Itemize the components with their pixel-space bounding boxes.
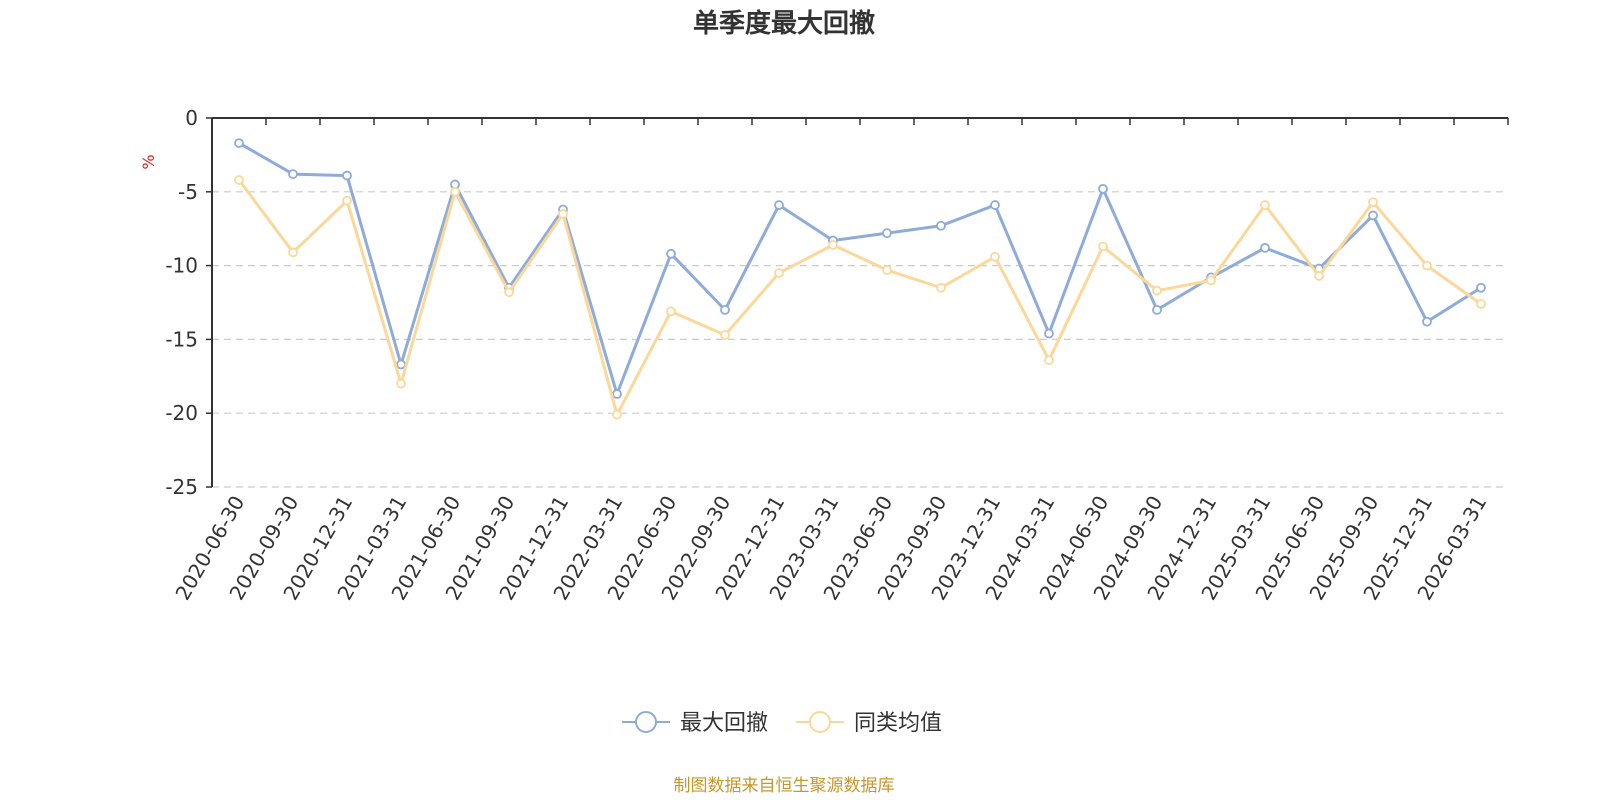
data-point (342, 195, 352, 206)
legend-label: 同类均值 (854, 711, 942, 736)
data-point (774, 268, 784, 278)
data-point (342, 170, 352, 181)
y-tick-label: -20 (165, 401, 198, 425)
y-tick-label: -5 (178, 180, 198, 204)
data-point (1260, 242, 1270, 253)
y-tick-label: -25 (165, 475, 198, 499)
data-point (882, 265, 892, 275)
data-point (774, 200, 784, 210)
data-point (1098, 183, 1108, 194)
data-point (288, 169, 298, 179)
data-point (1098, 241, 1108, 252)
data-point (450, 186, 460, 197)
data-point (666, 248, 676, 259)
data-point (1476, 299, 1486, 309)
data-point (612, 409, 622, 420)
data-point (936, 220, 946, 231)
x-axis-ticks: 2020-06-302020-09-302020-12-312021-03-31… (170, 118, 1509, 604)
data-point (828, 240, 838, 250)
data-point (720, 304, 730, 315)
data-point (720, 330, 730, 340)
data-point (1044, 328, 1054, 339)
y-axis-unit-label: % (139, 154, 158, 169)
series-line-0 (238, 141, 1482, 396)
data-point (234, 175, 244, 185)
axes (211, 117, 1508, 487)
data-point (1314, 271, 1324, 281)
data-point (504, 287, 514, 298)
data-point (1422, 260, 1432, 271)
data-point (396, 359, 406, 370)
grid-lines (212, 191, 1508, 488)
data-point (1206, 275, 1216, 286)
data-point (612, 389, 622, 399)
data-point (288, 247, 298, 258)
legend: 最大回撤 同类均值 (622, 711, 942, 736)
data-point (558, 209, 568, 219)
data-point (1260, 200, 1270, 210)
data-point (1368, 197, 1378, 208)
y-tick-label: 0 (185, 106, 198, 130)
data-point (1152, 285, 1162, 296)
legend-marker (635, 711, 657, 733)
legend-item: 同类均值 (796, 711, 942, 736)
data-point (1152, 304, 1162, 315)
data-point (396, 378, 406, 389)
source-note: 制图数据来自恒生聚源数据库 (674, 776, 895, 796)
data-point (936, 282, 946, 293)
data-point (990, 200, 1000, 210)
legend-label: 最大回撤 (680, 711, 768, 736)
data-point (1368, 210, 1378, 221)
data-point (882, 228, 892, 239)
legend-marker (809, 711, 831, 733)
legend-item: 最大回撤 (622, 711, 768, 736)
data-point (1044, 355, 1054, 365)
y-tick-label: -10 (165, 254, 198, 278)
y-axis-ticks: 0 -5 -10 -15 -20 -25 (165, 106, 212, 499)
y-tick-label: -15 (165, 327, 198, 351)
data-point (666, 306, 676, 317)
data-point (1422, 316, 1432, 327)
data-point (990, 251, 1000, 262)
data-point (1476, 282, 1486, 293)
series-line-1 (237, 179, 1482, 417)
series-layer (234, 138, 1486, 420)
chart-title: 单季度最大回撤 (693, 8, 875, 39)
data-point (234, 138, 244, 148)
